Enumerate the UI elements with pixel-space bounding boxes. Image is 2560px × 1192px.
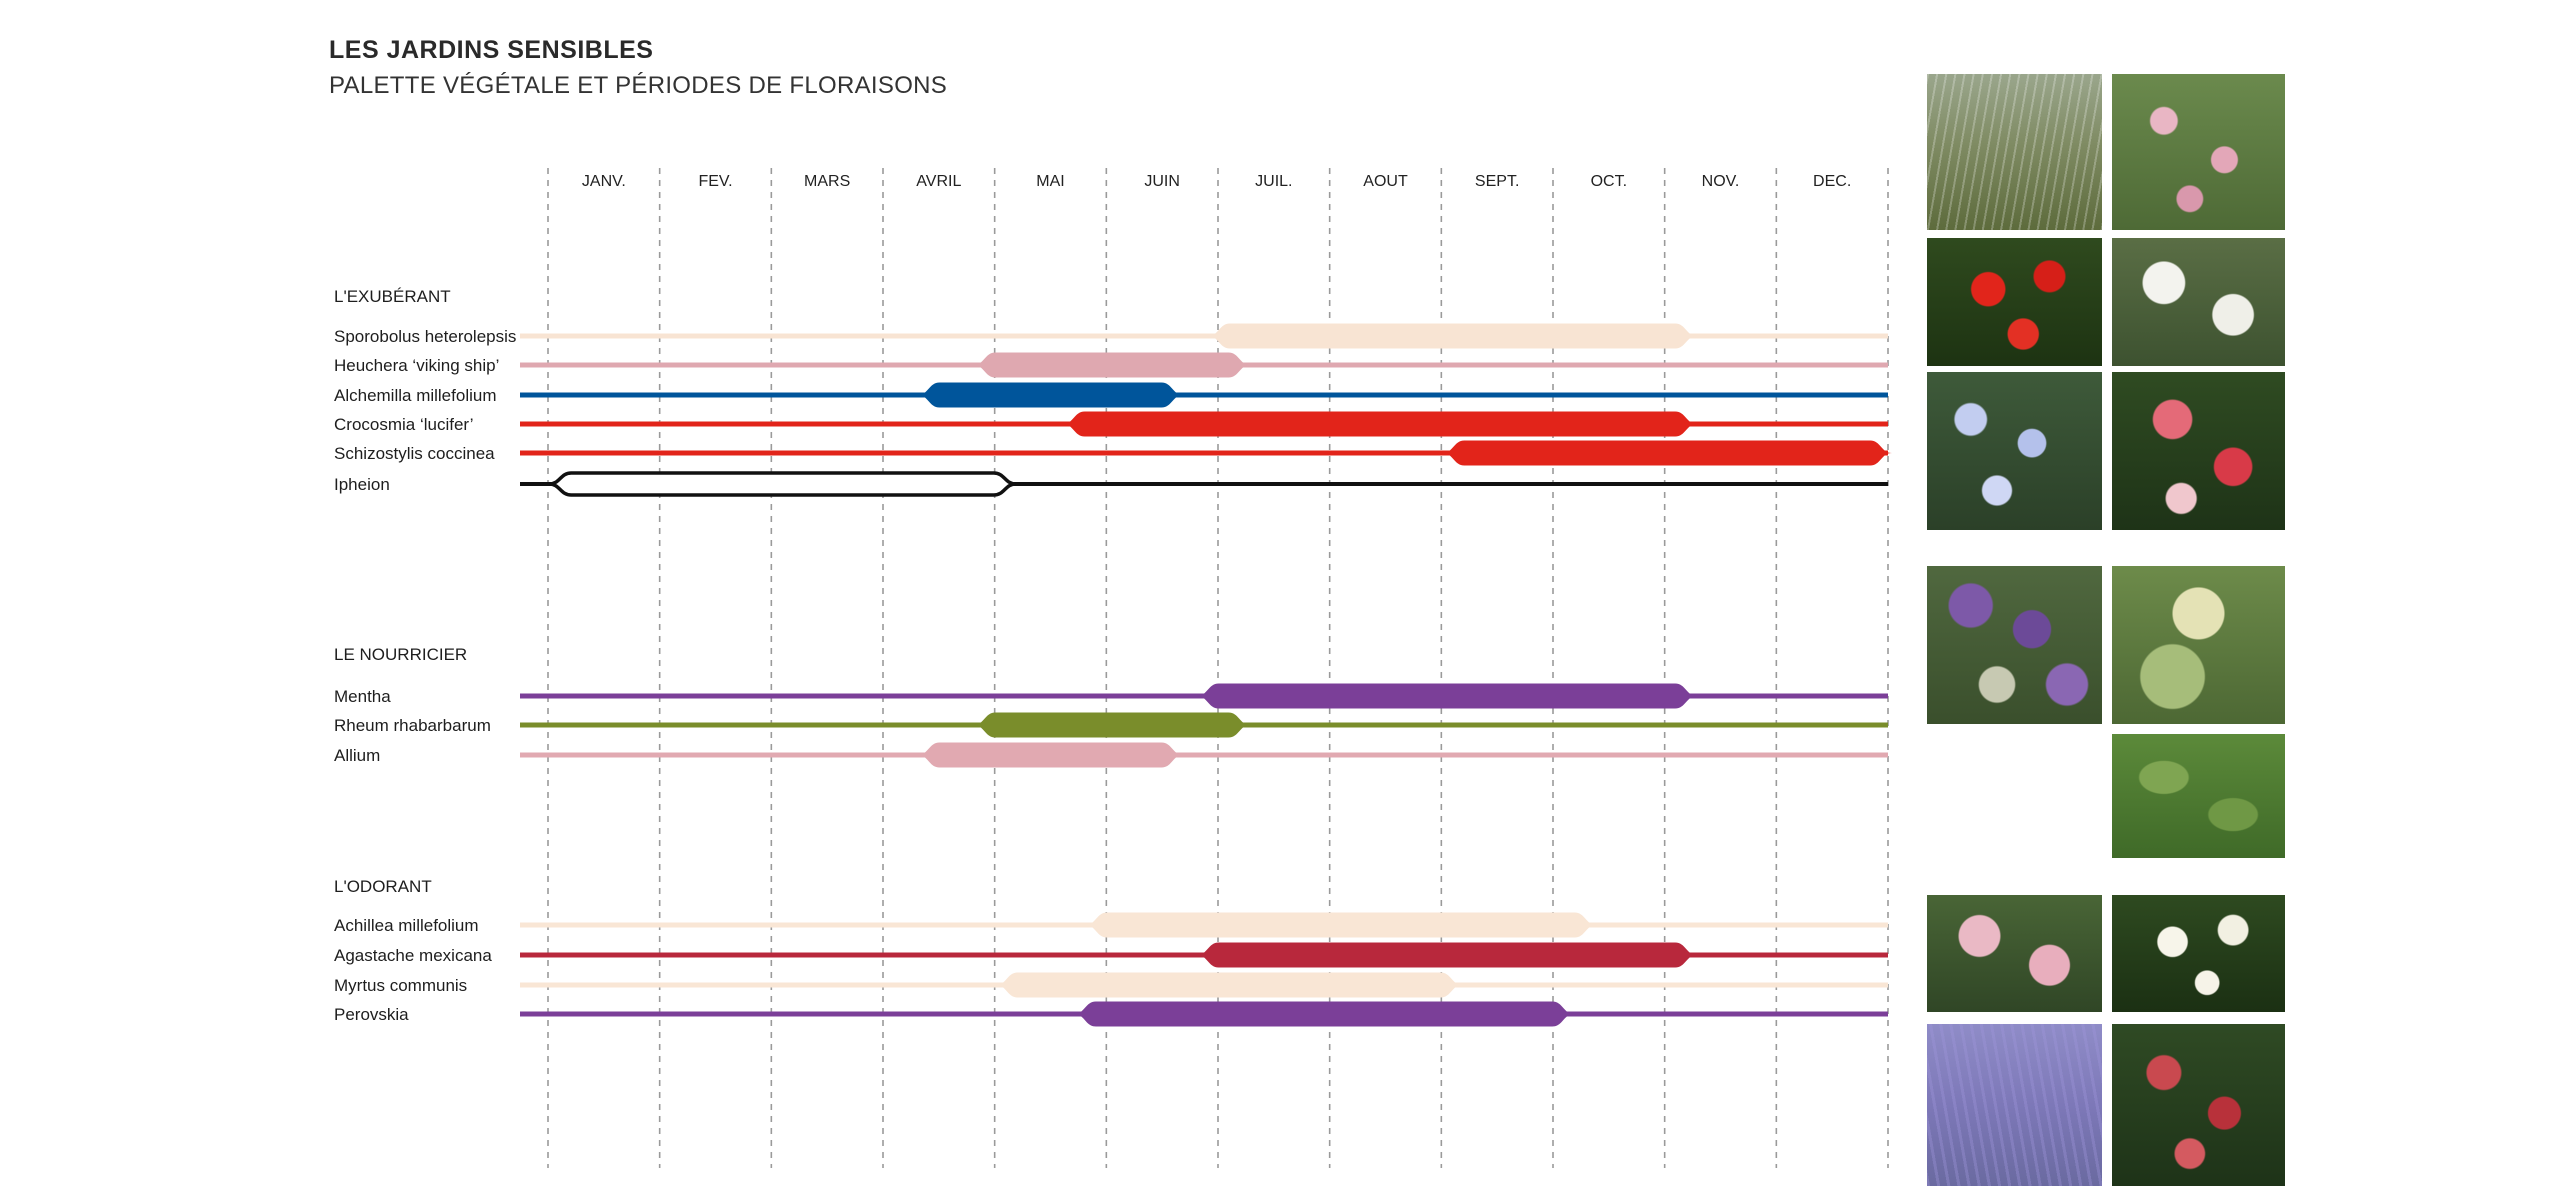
plant-label: Crocosmia ‘lucifer’ bbox=[334, 415, 474, 434]
bloom-period bbox=[548, 471, 1017, 497]
photo-perovskia bbox=[1927, 1024, 2102, 1186]
month-label: SEPT. bbox=[1475, 173, 1519, 190]
plant-label: Rheum rhabarbarum bbox=[334, 716, 491, 735]
page-title: LES JARDINS SENSIBLES bbox=[329, 36, 654, 64]
photo-rheum bbox=[2112, 566, 2285, 724]
plant-label: Achillea millefolium bbox=[334, 916, 479, 935]
bloom-period bbox=[1085, 912, 1597, 938]
plant-label: Ipheion bbox=[334, 475, 390, 494]
plant-label: Perovskia bbox=[334, 1005, 409, 1024]
photo-agastache bbox=[2112, 1024, 2285, 1186]
month-label: JANV. bbox=[582, 173, 626, 190]
plant-label: Myrtus communis bbox=[334, 976, 467, 995]
month-label: MAI bbox=[1036, 173, 1064, 190]
bloom-period bbox=[917, 382, 1184, 408]
bloom-period bbox=[973, 352, 1251, 378]
bloom-period bbox=[1196, 942, 1697, 968]
plant-label: Alchemilla millefolium bbox=[334, 386, 497, 405]
month-label: FEV. bbox=[698, 173, 732, 190]
bloom-period bbox=[973, 712, 1251, 738]
photo-schizostylis bbox=[2112, 372, 2285, 530]
month-label: NOV. bbox=[1702, 173, 1740, 190]
photo-mentha bbox=[2112, 734, 2285, 858]
bloom-period bbox=[917, 742, 1184, 768]
month-label: JUIN bbox=[1144, 173, 1180, 190]
group-label: LE NOURRICIER bbox=[334, 645, 467, 664]
bloom-period bbox=[995, 972, 1463, 998]
month-label: AVRIL bbox=[916, 173, 961, 190]
bloom-period bbox=[1074, 1001, 1575, 1027]
plant-label: Agastache mexicana bbox=[334, 946, 492, 965]
page-subtitle: PALETTE VÉGÉTALE ET PÉRIODES DE FLORAISO… bbox=[329, 72, 948, 99]
month-label: AOUT bbox=[1363, 173, 1408, 190]
photo-myrtus bbox=[2112, 895, 2285, 1012]
photo-allium bbox=[1927, 566, 2102, 724]
photo-sporobolus bbox=[1927, 74, 2102, 230]
plant-label: Sporobolus heterolepsis bbox=[334, 327, 516, 346]
bloom-period bbox=[1062, 411, 1697, 437]
month-label: DEC. bbox=[1813, 173, 1851, 190]
bloom-period bbox=[1208, 323, 1697, 349]
bloom-period bbox=[1196, 683, 1697, 709]
group-label: L'ODORANT bbox=[334, 877, 432, 896]
photo-ipheion bbox=[1927, 372, 2102, 530]
plant-label: Mentha bbox=[334, 687, 391, 706]
plant-label: Allium bbox=[334, 746, 380, 765]
photo-heuchera bbox=[2112, 74, 2285, 230]
group-label: L'EXUBÉRANT bbox=[334, 287, 451, 306]
bloom-period bbox=[1442, 440, 1892, 466]
photo-achillea bbox=[1927, 895, 2102, 1012]
month-label: JUIL. bbox=[1255, 173, 1292, 190]
photo-crocosmia bbox=[1927, 238, 2102, 366]
plant-label: Heuchera ‘viking ship’ bbox=[334, 356, 499, 375]
photo-white-flowers bbox=[2112, 238, 2285, 366]
month-label: OCT. bbox=[1591, 173, 1627, 190]
month-label: MARS bbox=[804, 173, 850, 190]
plant-label: Schizostylis coccinea bbox=[334, 444, 495, 463]
